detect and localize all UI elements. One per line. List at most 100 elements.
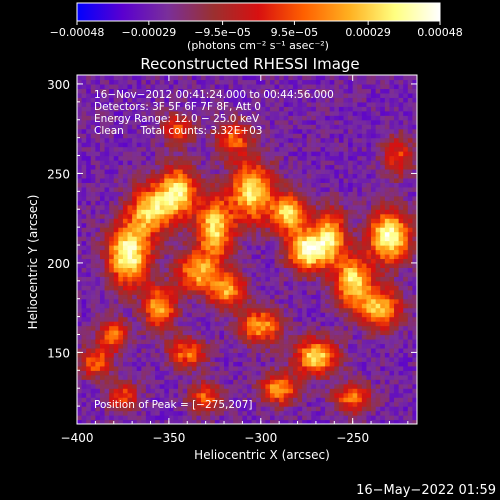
heatmap-cell <box>320 160 326 166</box>
heatmap-cell <box>274 258 280 264</box>
heatmap-cell <box>159 388 165 394</box>
heatmap-cell <box>283 276 289 282</box>
heatmap-cell <box>81 316 87 322</box>
heatmap-cell <box>320 155 326 161</box>
heatmap-cell <box>136 137 142 143</box>
heatmap-cell <box>352 101 358 107</box>
heatmap-cell <box>113 365 119 371</box>
heatmap-cell <box>205 303 211 309</box>
heatmap-cell <box>155 191 161 197</box>
heatmap-cell <box>155 92 161 98</box>
heatmap-cell <box>187 128 193 134</box>
heatmap-cell <box>260 218 266 224</box>
heatmap-cell <box>292 307 299 313</box>
heatmap-cell <box>145 177 152 183</box>
heatmap-cell <box>352 160 358 166</box>
heatmap-cell <box>178 285 184 291</box>
heatmap-cell <box>329 258 335 264</box>
heatmap-cell <box>247 209 253 215</box>
heatmap-cell <box>113 151 119 157</box>
heatmap-cell <box>233 298 239 304</box>
heatmap-cell <box>210 249 216 255</box>
heatmap-cell <box>104 298 110 304</box>
heatmap-cell <box>306 146 312 152</box>
heatmap-cell <box>224 177 230 183</box>
heatmap-cell <box>265 338 271 345</box>
heatmap-cell <box>260 298 266 304</box>
heatmap-cell <box>187 101 193 107</box>
heatmap-cell <box>315 245 322 251</box>
heatmap-cell <box>201 151 207 157</box>
heatmap-cell <box>182 379 188 385</box>
heatmap-cell <box>242 151 248 157</box>
heatmap-cell <box>260 307 266 313</box>
heatmap-cell <box>150 119 156 125</box>
heatmap-cell <box>334 92 340 98</box>
heatmap-cell <box>132 249 138 255</box>
heatmap-cell <box>77 401 83 407</box>
heatmap-cell <box>118 294 124 300</box>
heatmap-cell <box>164 146 170 152</box>
heatmap-cell <box>366 370 372 376</box>
heatmap-cell <box>288 164 294 170</box>
heatmap-cell <box>269 79 276 85</box>
heatmap-cell <box>247 204 253 210</box>
heatmap-cell <box>334 271 340 277</box>
heatmap-cell <box>306 115 312 121</box>
heatmap-cell <box>81 236 87 242</box>
heatmap-cell <box>99 356 106 362</box>
heatmap-cell <box>279 88 285 94</box>
heatmap-cell <box>325 312 331 318</box>
heatmap-cell <box>127 155 133 161</box>
heatmap-cell <box>155 79 161 85</box>
heatmap-cell <box>292 397 299 403</box>
heatmap-cell <box>247 361 253 367</box>
heatmap-cell <box>205 388 211 394</box>
heatmap-cell <box>77 285 83 291</box>
heatmap-cell <box>178 133 184 139</box>
heatmap-cell <box>187 321 193 327</box>
heatmap-cell <box>260 92 266 98</box>
heatmap-cell <box>145 410 152 416</box>
heatmap-cell <box>90 397 96 403</box>
heatmap-cell <box>320 388 326 394</box>
heatmap-cell <box>99 397 106 403</box>
heatmap-cell <box>191 106 198 112</box>
heatmap-cell <box>292 325 299 331</box>
heatmap-cell <box>269 262 276 268</box>
heatmap-cell <box>224 419 230 424</box>
heatmap-cell <box>251 338 257 345</box>
heatmap-cell <box>325 137 331 143</box>
heatmap-cell <box>320 146 326 152</box>
heatmap-cell <box>145 222 152 228</box>
heatmap-cell <box>164 124 170 130</box>
heatmap-cell <box>118 280 124 286</box>
heatmap-cell <box>352 280 358 286</box>
heatmap-cell <box>343 142 349 148</box>
heatmap-cell <box>320 173 326 179</box>
heatmap-cell <box>214 280 221 286</box>
heatmap-cell <box>122 204 129 210</box>
heatmap-cell <box>214 419 221 424</box>
heatmap-cell <box>210 356 216 362</box>
heatmap-cell <box>122 218 129 224</box>
heatmap-cell <box>178 79 184 85</box>
heatmap-cell <box>311 249 317 255</box>
heatmap-cell <box>86 289 92 295</box>
heatmap-cell <box>325 83 331 90</box>
heatmap-cell <box>361 204 368 210</box>
heatmap-cell <box>95 142 101 148</box>
heatmap-cell <box>233 343 239 349</box>
heatmap-cell <box>201 227 207 233</box>
heatmap-cell <box>164 227 170 233</box>
heatmap-cell <box>288 236 294 242</box>
heatmap-cell <box>113 155 119 161</box>
heatmap-cell <box>256 303 262 309</box>
heatmap-cell <box>269 92 276 98</box>
heatmap-cell <box>288 137 294 143</box>
heatmap-cell <box>288 218 294 224</box>
heatmap-cell <box>242 92 248 98</box>
heatmap-cell <box>348 298 354 304</box>
heatmap-cell <box>315 383 322 389</box>
heatmap-cell <box>77 195 83 201</box>
